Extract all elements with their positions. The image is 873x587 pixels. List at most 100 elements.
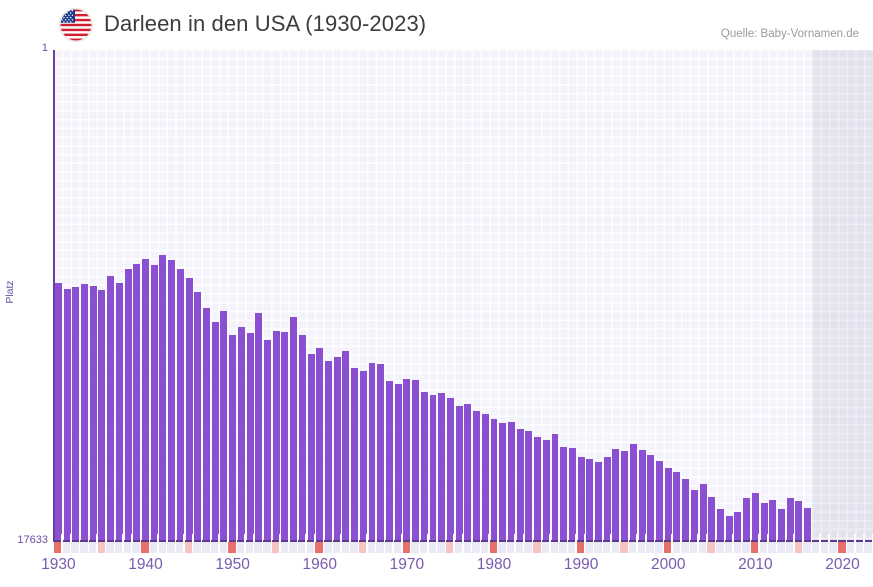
y-axis-title: Platz [4,280,16,304]
bar [769,499,777,541]
x-tick-1937 [114,542,123,553]
x-tick-sep [688,534,691,542]
bar [595,461,603,541]
bar [542,440,550,541]
bar [725,516,733,541]
x-tick-sep [784,534,787,542]
x-tick-sep [383,534,386,542]
x-tick-1991 [585,542,593,553]
bar [638,450,646,541]
bar [307,353,315,541]
x-tick-sep [845,534,848,542]
x-axis-label-1990: 1990 [563,556,599,573]
bar [586,458,594,541]
x-tick-2006 [716,542,724,553]
x-tick-1952 [245,542,254,553]
x-tick-sep [680,534,682,542]
x-tick-2018 [820,542,829,553]
bar [786,498,794,541]
bar [142,259,149,541]
x-tick-sep [418,534,421,542]
x-tick-sep [662,534,665,542]
bar [176,269,184,541]
x-tick-sep [331,534,334,542]
x-tick-1936 [106,542,114,553]
bar [351,368,359,541]
x-tick-1950 [228,542,236,553]
bar [743,497,751,541]
x-tick-1988 [559,542,567,553]
x-axis-label-1970: 1970 [389,556,425,573]
x-tick-2002 [681,542,689,553]
bar [124,269,132,541]
x-tick-sep [453,534,456,542]
bar [481,414,489,541]
x-tick-2001 [672,542,681,553]
x-tick-1974 [437,542,445,553]
x-tick-2016 [803,542,811,553]
x-tick-2013 [777,542,785,553]
x-tick-sep [261,534,264,542]
x-tick-sep [192,534,194,542]
bar [473,410,481,541]
x-tick-1973 [428,542,437,553]
x-tick-2010 [751,542,759,553]
x-tick-2004 [698,542,707,553]
bar [107,275,115,541]
x-tick-sep [497,534,499,542]
x-tick-1946 [193,542,201,553]
x-axis-label-1950: 1950 [215,556,250,573]
x-tick-1970 [402,542,410,553]
x-tick-1981 [498,542,506,553]
bar [656,460,664,541]
bar [420,391,428,541]
x-tick-1996 [629,542,637,553]
x-tick-sep [505,534,508,542]
x-tick-1997 [637,542,646,553]
bar [778,508,785,541]
x-tick-sep [514,534,517,542]
x-tick-sep [305,534,307,542]
x-axis-label-2010: 2010 [738,556,773,573]
x-tick-1939 [132,542,140,553]
x-tick-1995 [620,542,628,553]
x-tick-1934 [88,542,97,553]
x-tick-1983 [515,542,524,553]
x-tick-1960 [315,542,323,553]
bar [699,484,707,541]
x-tick-sep [610,534,612,542]
bar [629,444,637,541]
bar [89,286,97,541]
bar [168,259,176,541]
x-tick-sep [444,534,447,542]
x-tick-sep [226,534,229,542]
x-tick-sep [322,534,325,542]
x-tick-sep [340,534,342,542]
bar [133,263,141,541]
x-tick-sep [584,534,586,542]
bar [359,370,367,541]
x-tick-sep [78,534,81,542]
x-tick-1994 [611,542,620,553]
bar [621,450,629,541]
bar [342,350,350,541]
bar [760,502,768,541]
bar [220,311,228,541]
bar [507,421,515,541]
bar [272,331,280,541]
bar [298,335,306,541]
x-tick-1961 [324,542,332,553]
bar [464,403,472,541]
x-tick-1998 [646,542,654,553]
x-tick-sep [104,534,107,542]
x-tick-sep [235,534,238,542]
x-tick-1947 [202,542,210,553]
bar [560,446,568,541]
x-tick-2003 [690,542,698,553]
x-axis-label-1960: 1960 [302,556,337,573]
x-tick-sep [462,534,464,542]
x-tick-1979 [480,542,489,553]
bar [237,327,245,541]
bar [263,340,271,541]
